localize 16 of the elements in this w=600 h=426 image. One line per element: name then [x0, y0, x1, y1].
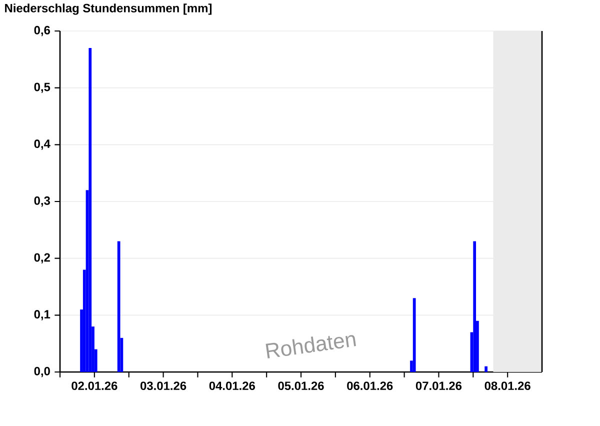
y-tick-label: 0,4 — [34, 140, 50, 150]
y-tick-label: 0,0 — [34, 366, 50, 378]
annotation: Rohdaten — [266, 335, 356, 358]
x-tick-label: 06.01.26 — [347, 382, 393, 390]
x-tick-label: 02.01.26 — [72, 382, 118, 390]
y-tick-label: 0,5 — [34, 82, 50, 93]
y-tick-label: 0,3 — [34, 196, 50, 207]
y-tick-label: 0,1 — [34, 310, 50, 320]
x-tick-label: 04.01.26 — [209, 382, 255, 390]
y-tick-label: 0,6 — [34, 26, 50, 36]
x-tick-label: 07.01.26 — [416, 382, 462, 390]
chart-title: Niederschlag Stundensummen [mm] — [5, 4, 212, 15]
x-tick-label: 08.01.26 — [484, 382, 530, 390]
x-tick-label: 05.01.26 — [278, 382, 324, 390]
x-tick-label: 03.01.26 — [140, 382, 186, 390]
y-tick-label: 0,2 — [34, 253, 50, 264]
